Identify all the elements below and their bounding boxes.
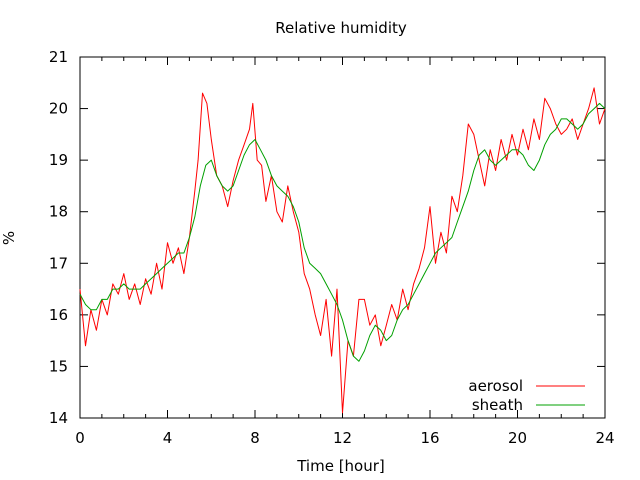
series-line-aerosol bbox=[79, 87, 606, 414]
x-tick-label: 24 bbox=[595, 429, 614, 447]
y-tick-label: 16 bbox=[49, 306, 68, 324]
x-axis-label: Time [hour] bbox=[296, 457, 385, 475]
x-tick-label: 20 bbox=[508, 429, 527, 447]
y-tick-label: 18 bbox=[49, 203, 68, 221]
axes: 0 4 8 12 16 20 24 14 15 16 17 18 19 20 21 bbox=[49, 48, 615, 447]
y-tick-label: 19 bbox=[49, 151, 68, 169]
x-tick-label: 16 bbox=[420, 429, 439, 447]
series-layer bbox=[79, 87, 606, 414]
legend: aerosol sheath bbox=[468, 377, 585, 414]
x-tick-label: 4 bbox=[163, 429, 173, 447]
y-tick-label: 17 bbox=[49, 254, 68, 272]
series-line-sheath bbox=[79, 102, 606, 362]
legend-label-aerosol: aerosol bbox=[468, 377, 523, 395]
legend-label-sheath: sheath bbox=[472, 396, 523, 414]
y-tick-label: 20 bbox=[49, 100, 68, 118]
x-tick-label: 8 bbox=[250, 429, 260, 447]
x-tick-label: 0 bbox=[75, 429, 85, 447]
y-tick-label: 21 bbox=[49, 48, 68, 66]
y-tick-label: 14 bbox=[49, 409, 68, 427]
y-axis-label: % bbox=[0, 231, 18, 245]
y-tick-label: 15 bbox=[49, 357, 68, 375]
x-tick-label: 12 bbox=[333, 429, 352, 447]
chart-title: Relative humidity bbox=[275, 19, 407, 37]
